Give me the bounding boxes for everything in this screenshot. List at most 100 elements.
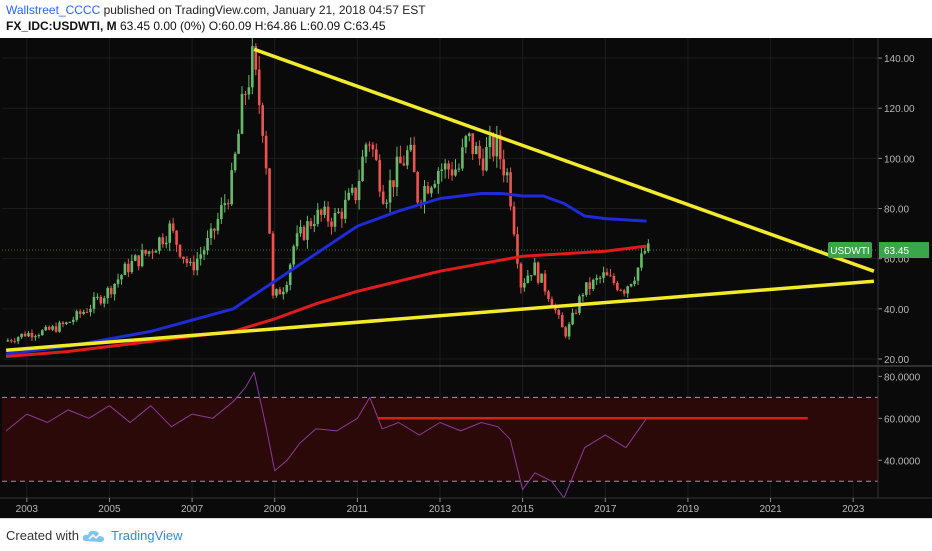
candle-body bbox=[512, 206, 516, 235]
candle-body bbox=[554, 306, 557, 311]
rsi-y-tick-label: 60.0000 bbox=[884, 414, 921, 425]
candle-body bbox=[78, 311, 82, 314]
candle-body bbox=[20, 333, 23, 338]
candle-body bbox=[209, 228, 213, 238]
candle-body bbox=[282, 291, 285, 295]
candle-body bbox=[292, 246, 295, 265]
candle-body bbox=[629, 284, 633, 287]
x-tick-label: 2023 bbox=[842, 504, 865, 515]
candle-body bbox=[85, 311, 89, 313]
candle-body bbox=[71, 319, 75, 322]
candle-body bbox=[381, 191, 385, 204]
candle-body bbox=[619, 289, 623, 291]
candle-body bbox=[526, 275, 530, 283]
candle-body bbox=[133, 255, 137, 261]
candle-body bbox=[37, 335, 41, 337]
candle-body bbox=[564, 327, 567, 337]
x-tick-label: 2019 bbox=[677, 504, 700, 515]
candle-body bbox=[295, 233, 299, 247]
candle-body bbox=[595, 278, 598, 280]
rsi-band bbox=[2, 396, 878, 482]
candle-body bbox=[127, 263, 130, 273]
candle-body bbox=[647, 243, 650, 252]
x-tick-label: 2013 bbox=[429, 504, 452, 515]
candle-body bbox=[89, 308, 92, 313]
candle-body bbox=[313, 223, 316, 227]
y-tick-label: 100.00 bbox=[884, 154, 915, 165]
price-badge-label: 63.45 bbox=[884, 246, 909, 257]
candle-body bbox=[581, 294, 585, 297]
candle-body bbox=[371, 144, 375, 150]
candle-body bbox=[164, 242, 168, 245]
tradingview-brand[interactable]: TradingView bbox=[111, 528, 183, 543]
candle-body bbox=[113, 283, 116, 295]
candle-body bbox=[178, 244, 182, 257]
candle-body bbox=[92, 297, 96, 309]
y-tick-label: 20.00 bbox=[884, 355, 909, 366]
candle-body bbox=[130, 260, 134, 273]
candle-body bbox=[402, 163, 406, 166]
candle-body bbox=[588, 282, 592, 289]
x-tick-label: 2011 bbox=[347, 504, 369, 515]
x-tick-label: 2003 bbox=[16, 504, 39, 515]
author-link[interactable]: Wallstreet_CCCC bbox=[6, 3, 101, 17]
moving-average-red-line bbox=[5, 244, 647, 358]
candle-body bbox=[147, 251, 151, 254]
candle-body bbox=[488, 136, 492, 147]
candle-body bbox=[340, 211, 344, 219]
candle-body bbox=[529, 275, 533, 277]
candle-body bbox=[54, 326, 58, 332]
candle-body bbox=[271, 233, 275, 296]
candle-body bbox=[505, 172, 509, 176]
candle-body bbox=[278, 289, 282, 295]
candle-body bbox=[82, 311, 85, 314]
candle-body bbox=[123, 263, 127, 276]
candle-body bbox=[443, 163, 447, 170]
candle-body bbox=[457, 168, 461, 170]
candle-body bbox=[182, 256, 185, 259]
candle-body bbox=[516, 234, 519, 264]
x-tick-label: 2015 bbox=[512, 504, 535, 515]
candle-body bbox=[643, 251, 647, 254]
candle-body bbox=[405, 150, 409, 166]
candle-body bbox=[237, 133, 240, 154]
rsi-band-fill bbox=[2, 397, 878, 482]
candle-body bbox=[319, 209, 323, 215]
candle-body bbox=[357, 181, 361, 201]
candle-body bbox=[40, 330, 44, 336]
price-chart[interactable]: 20.00 40.00 60.00 80.00 100.00 120.00 140.00 40… bbox=[0, 38, 932, 518]
candle-body bbox=[622, 290, 626, 294]
candle-body bbox=[23, 333, 27, 337]
candle-body bbox=[368, 144, 371, 146]
candle-body bbox=[426, 185, 430, 194]
y-tick-label: 140.00 bbox=[884, 54, 915, 65]
x-tick-label: 2007 bbox=[181, 504, 204, 515]
rsi-y-tick-label: 40.0000 bbox=[884, 456, 921, 467]
tradingview-cloud-icon[interactable] bbox=[82, 528, 106, 544]
chart-header: Wallstreet_CCCC published on TradingView… bbox=[0, 0, 932, 38]
candle-body bbox=[519, 263, 523, 288]
candle-body bbox=[68, 321, 72, 323]
candle-body bbox=[509, 172, 512, 207]
candle-body bbox=[99, 296, 103, 304]
candle-body bbox=[257, 69, 261, 106]
y-tick-label: 80.00 bbox=[884, 205, 909, 216]
x-tick-label: 2021 bbox=[759, 504, 782, 515]
candle-body bbox=[636, 267, 640, 281]
candle-body bbox=[591, 279, 595, 289]
symbol-label: FX_IDC:USDWTI, M bbox=[6, 19, 117, 33]
x-tick-label: 2009 bbox=[264, 504, 287, 515]
candle-body bbox=[206, 237, 209, 251]
candle-body bbox=[171, 223, 175, 231]
candle-body bbox=[392, 180, 395, 188]
candle-body bbox=[202, 250, 206, 255]
candle-body bbox=[409, 144, 413, 151]
candle-body bbox=[213, 228, 216, 231]
candles bbox=[6, 38, 650, 345]
footer: Created with TradingView bbox=[0, 518, 932, 551]
candle-body bbox=[216, 218, 220, 231]
candle-body bbox=[485, 146, 488, 171]
axes: 20.00 40.00 60.00 80.00 100.00 120.00 140.00 40… bbox=[0, 38, 932, 515]
candle-body bbox=[9, 340, 13, 342]
candle-body bbox=[240, 93, 244, 134]
